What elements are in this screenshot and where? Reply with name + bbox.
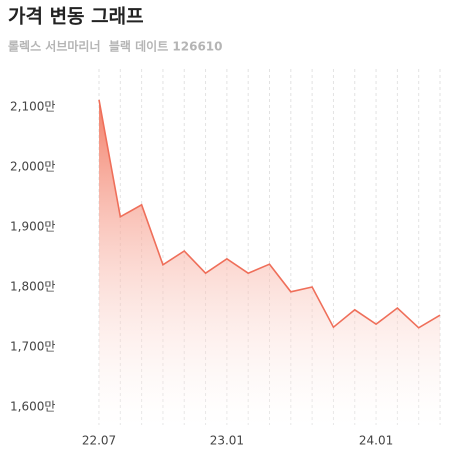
x-tick-label: 23.01 (210, 434, 244, 448)
line (98, 99, 441, 329)
y-tick-label: 1,900만 (10, 220, 55, 234)
y-tick-label: 2,000만 (10, 160, 55, 174)
subtitle: 롤렉스 서브마리너 블랙 데이트 126610 (8, 39, 223, 54)
x-tick-label: 24.01 (359, 434, 393, 448)
y-tick-label: 1,800만 (10, 280, 55, 294)
y-tick-label: 2,100만 (10, 100, 55, 114)
y-tick-label: 1,700만 (10, 340, 55, 354)
area (99, 99, 440, 426)
y-tick-label: 1,600만 (10, 400, 55, 414)
x-tick-label: 22.07 (82, 434, 116, 448)
title: 가격 변동 그래프 (8, 6, 144, 28)
